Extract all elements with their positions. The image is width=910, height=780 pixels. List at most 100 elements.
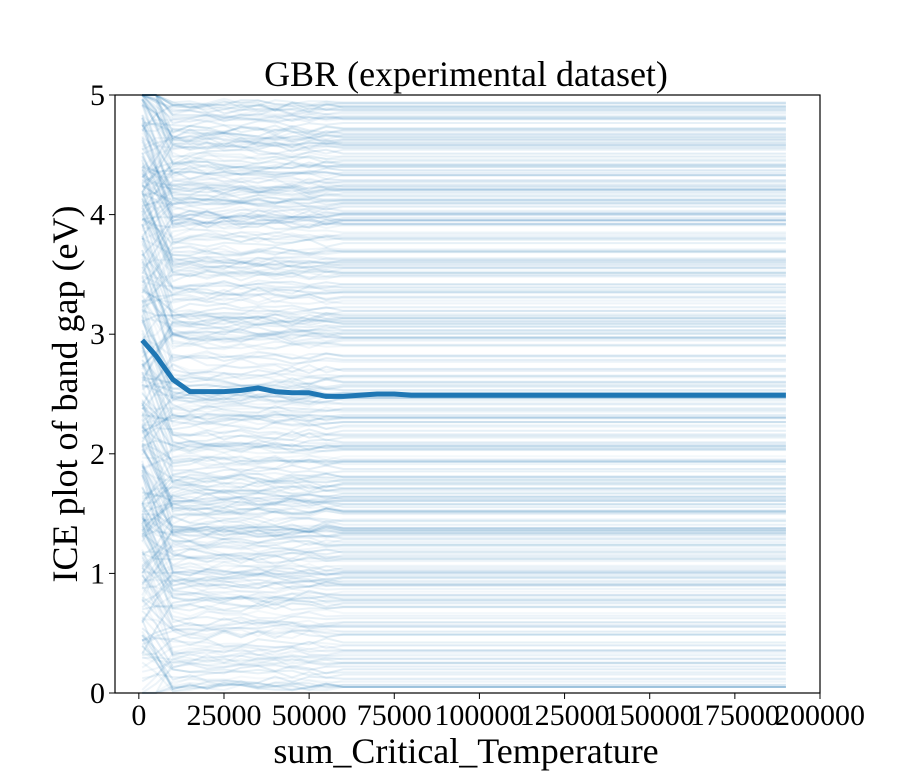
ice-line <box>141 539 786 566</box>
ice-line <box>141 331 786 367</box>
ice-line <box>141 501 786 514</box>
ice-line <box>141 596 786 613</box>
ice-line <box>141 524 786 618</box>
ice-line <box>141 134 786 194</box>
ice-line <box>141 658 786 694</box>
ice-line <box>142 680 786 694</box>
ice-line <box>141 303 786 416</box>
ice-line <box>141 488 786 535</box>
ice-line <box>141 253 786 290</box>
ice-line <box>141 549 786 638</box>
ice-line <box>141 318 786 381</box>
ice-line <box>141 309 786 323</box>
ice-line <box>141 249 786 338</box>
ice-line <box>141 332 786 359</box>
ice-line <box>141 114 786 162</box>
ice-line <box>141 399 786 441</box>
ice-line <box>141 513 786 586</box>
ice-line <box>141 314 786 383</box>
ice-line <box>141 413 786 433</box>
ice-line <box>142 577 786 588</box>
ice-line <box>141 630 786 693</box>
ice-line <box>141 670 786 683</box>
ice-line <box>141 182 786 292</box>
ice-line <box>141 136 786 220</box>
ice-line <box>142 175 786 196</box>
ice-line <box>141 223 786 323</box>
ice-line <box>141 227 786 269</box>
ice-line <box>141 465 786 508</box>
ice-line <box>142 637 786 656</box>
ice-line <box>141 117 786 226</box>
ice-line <box>141 94 786 112</box>
ice-line <box>141 94 786 155</box>
ice-line <box>141 286 786 308</box>
ice-line <box>141 402 786 517</box>
ice-line <box>141 286 786 332</box>
ice-line <box>142 682 786 694</box>
ice-line <box>141 253 786 351</box>
ice-line <box>141 215 786 257</box>
ice-line <box>141 94 786 142</box>
ice-line <box>141 572 786 663</box>
ice-line <box>141 402 786 466</box>
ice-line <box>141 99 786 132</box>
ice-line <box>141 159 786 266</box>
ice-line <box>141 98 786 189</box>
ice-line <box>141 135 786 148</box>
ice-line <box>142 94 786 123</box>
ice-line <box>141 634 786 675</box>
ice-line <box>141 240 786 346</box>
ice-line <box>141 444 786 515</box>
ice-line <box>141 132 786 193</box>
ice-line <box>141 197 786 278</box>
ice-line <box>141 164 786 181</box>
ice-line <box>141 275 786 343</box>
ice-line <box>141 98 786 170</box>
ice-line <box>141 454 786 470</box>
ice-line <box>141 484 786 524</box>
ice-line <box>141 436 786 465</box>
ice-line <box>141 469 786 539</box>
ice-line <box>141 318 786 380</box>
ice-line <box>142 513 786 533</box>
ice-line <box>141 193 786 226</box>
ice-line <box>141 497 786 533</box>
ice-line <box>141 343 786 450</box>
ice-line <box>141 311 786 339</box>
ice-line <box>141 316 786 326</box>
ice-line <box>141 197 786 237</box>
ice-line <box>141 513 786 624</box>
ice-line <box>141 644 786 677</box>
ice-line <box>141 191 786 283</box>
ice-line <box>141 184 786 206</box>
y-tick-label: 4 <box>90 199 105 232</box>
ice-line <box>141 294 786 380</box>
ice-line <box>141 517 786 544</box>
y-tick-label: 1 <box>90 557 105 590</box>
ice-line <box>141 179 786 217</box>
ice-line <box>141 570 786 623</box>
ice-line <box>141 151 786 206</box>
ice-line <box>141 487 786 530</box>
ice-line <box>141 134 786 155</box>
ice-line <box>141 256 786 267</box>
ice-line <box>141 574 786 628</box>
ice-line <box>141 543 786 584</box>
ice-line <box>141 598 786 655</box>
ice-line <box>142 491 786 503</box>
ice-line <box>141 391 786 455</box>
ice-line <box>141 136 786 151</box>
ice-line <box>141 542 786 585</box>
ice-line <box>142 548 786 559</box>
ice-line <box>141 200 786 222</box>
ice-line <box>142 94 786 117</box>
ice-line <box>141 315 786 422</box>
ice-line <box>141 94 786 166</box>
ice-line <box>141 384 786 480</box>
ice-line <box>141 152 786 244</box>
ice-line <box>141 269 786 303</box>
ice-line <box>141 508 786 538</box>
ice-line <box>142 356 786 382</box>
ice-line <box>141 552 786 565</box>
